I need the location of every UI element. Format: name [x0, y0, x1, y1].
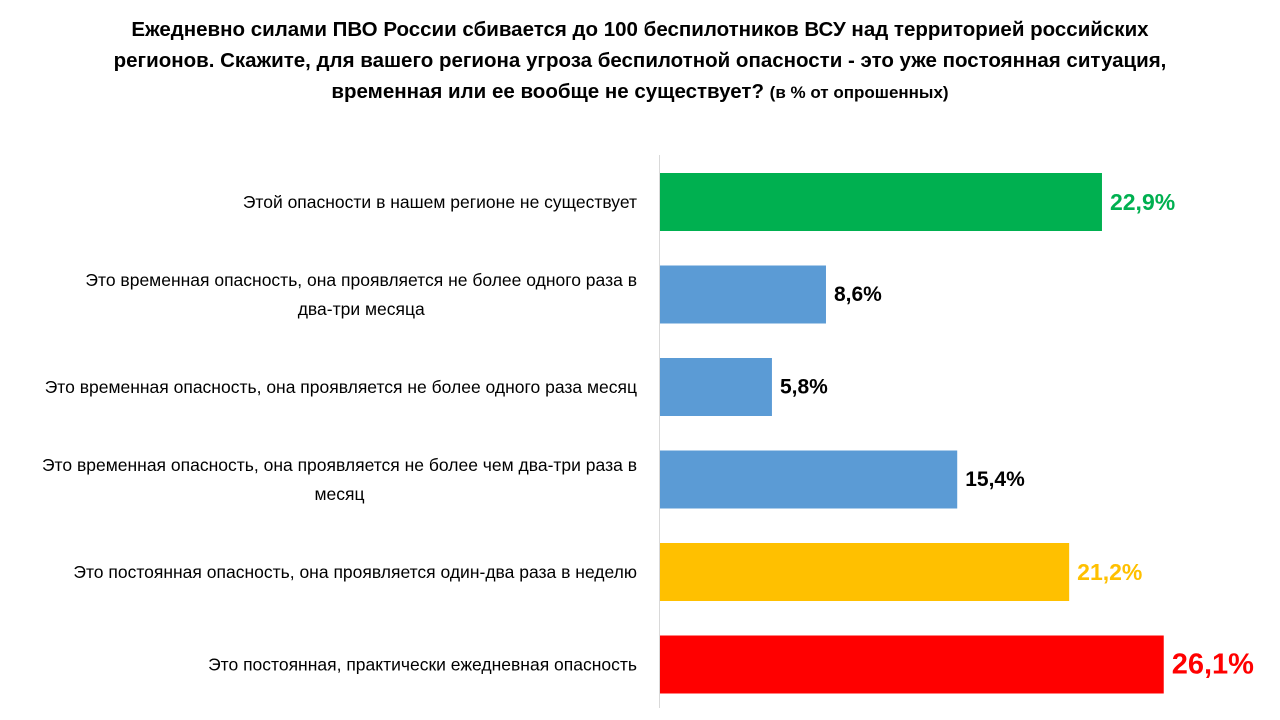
category-label: Это временная опасность, она проявляется… — [85, 270, 637, 319]
category-label: Это временная опасность, она проявляется… — [42, 455, 637, 504]
value-labels-group: 22,9% 8,6% 5,8% 15,4% 21,2% 26,1% — [780, 189, 1254, 681]
category-label: Это временная опасность, она проявляется… — [45, 377, 637, 397]
category-labels-group: Этой опасности в нашем регионе не сущест… — [42, 192, 637, 675]
category-label: Этой опасности в нашем регионе не сущест… — [243, 192, 637, 212]
bar — [660, 173, 1102, 231]
category-label: Это постоянная опасность, она проявляетс… — [73, 562, 637, 582]
bar — [660, 450, 958, 509]
bar — [660, 635, 1164, 694]
data-label: 22,9% — [1110, 189, 1175, 215]
category-label: Это постоянная, практически ежедневная о… — [208, 655, 637, 675]
chart-subtitle: (в % от опрошенных) — [769, 83, 949, 102]
bar — [660, 265, 826, 324]
data-label: 8,6% — [834, 283, 882, 306]
chart-title-text: Ежедневно силами ПВО России сбивается до… — [113, 18, 1167, 103]
data-label: 26,1% — [1172, 649, 1254, 681]
data-label: 15,4% — [965, 468, 1025, 491]
bar — [660, 358, 772, 416]
bar — [660, 543, 1070, 601]
data-label: 21,2% — [1077, 559, 1142, 585]
data-label: 5,8% — [780, 376, 828, 399]
bars-group — [660, 173, 1164, 694]
chart-title: Ежедневно силами ПВО России сбивается до… — [90, 14, 1190, 108]
